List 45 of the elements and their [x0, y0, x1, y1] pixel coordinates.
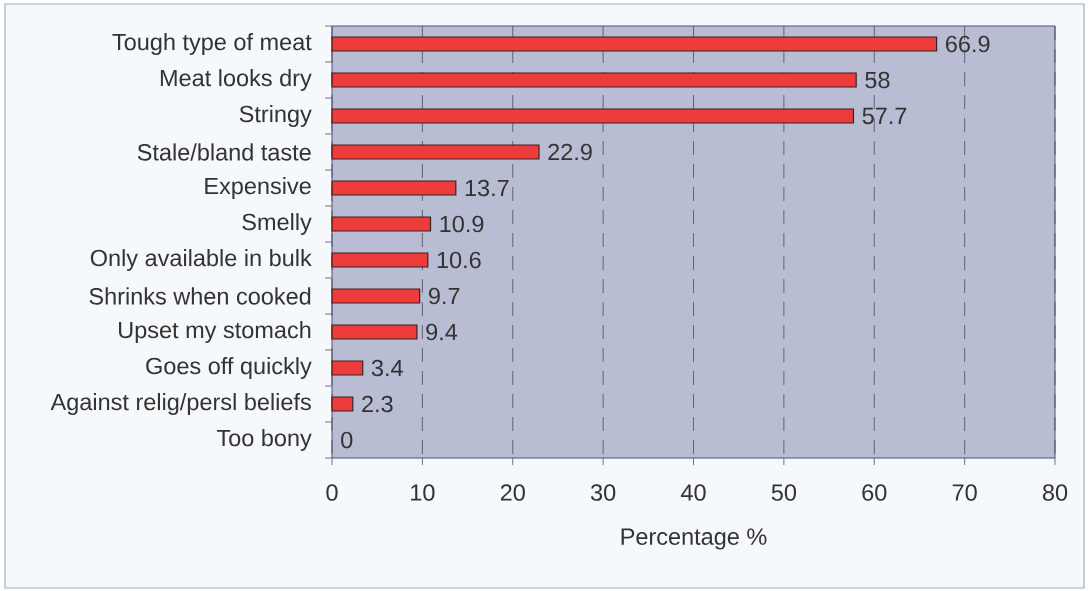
bar [331, 144, 540, 160]
y-tick-label: Stringy [239, 105, 312, 127]
x-axis-title: Percentage % [621, 528, 767, 550]
y-tick-label: Expensive [205, 177, 311, 199]
bar [331, 324, 418, 340]
y-tick-label: Tough type of meat [112, 33, 312, 55]
y-tick-label: Upset my stomach [119, 321, 311, 343]
y-tick-label: Shrinks when cooked [89, 287, 311, 305]
bar [331, 252, 429, 268]
data-label: 66.9 [946, 35, 990, 53]
data-label: 9.4 [426, 323, 458, 341]
data-label: 2.3 [362, 395, 393, 413]
y-tick-label: Smelly [242, 213, 312, 235]
x-tick-label: 60 [862, 484, 887, 501]
x-tick-label: 80 [1042, 484, 1068, 501]
x-tick-label: 30 [590, 484, 616, 501]
data-label: 9.7 [428, 287, 460, 305]
bar [331, 180, 457, 196]
y-tick-label: Meat looks dry [160, 69, 312, 91]
data-label: 22.9 [548, 143, 592, 161]
data-label: 10.9 [440, 215, 484, 233]
bar [331, 288, 421, 304]
x-tick-label: 0 [326, 484, 338, 501]
x-tick-label: 40 [680, 484, 706, 501]
y-tick-label: Goes off quickly [146, 357, 312, 379]
y-tick-label: Only available in bulk [90, 249, 312, 271]
x-tick-label: 70 [952, 484, 977, 501]
y-tick-label: Too bony [216, 429, 312, 451]
y-tick-label: Stale/bland taste [137, 143, 311, 161]
data-label: 10.6 [437, 251, 481, 269]
data-label: 57.7 [862, 107, 907, 125]
data-label: 58 [865, 71, 890, 89]
x-tick-label: 10 [411, 484, 435, 501]
bar [331, 72, 857, 88]
data-label: 13.7 [465, 179, 509, 197]
bar [331, 108, 855, 124]
data-label: 3.4 [371, 359, 403, 377]
y-tick-label: Against relig/persl beliefs [50, 393, 311, 415]
bar [331, 36, 938, 52]
x-tick-label: 50 [771, 484, 797, 501]
bar [331, 360, 364, 376]
bar [331, 396, 354, 412]
x-tick-label: 20 [500, 484, 525, 501]
data-label: 0 [341, 431, 353, 449]
bar [331, 216, 432, 232]
